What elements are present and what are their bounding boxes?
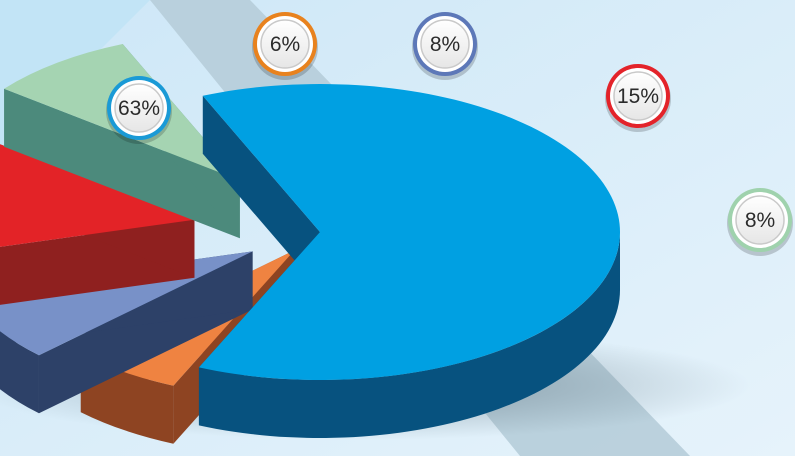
pie-slice-1 [198, 84, 621, 438]
pie-slice-rim [198, 232, 621, 438]
labels-layer: 63% 6% 8% 15% 8% [106, 12, 793, 256]
slice-label-badge [260, 19, 310, 69]
pie-slice-rim [0, 331, 39, 414]
pie-slice-top [198, 84, 621, 381]
pie-slice-side-face [202, 95, 320, 290]
slice-label-3: 8% [412, 12, 478, 80]
slice-label-text: 6% [270, 33, 300, 56]
pie-slice-top [0, 144, 195, 247]
slice-label-badge [114, 83, 164, 133]
pie-slice-4 [0, 144, 195, 305]
slice-label-text: 8% [430, 33, 460, 56]
slice-label-badge [735, 195, 785, 245]
slice-label-text: 8% [745, 209, 775, 232]
slice-label-5: 8% [727, 188, 793, 256]
slices-layer [0, 44, 621, 444]
slice-label-text: 15% [617, 85, 659, 108]
slice-label-badge [420, 19, 470, 69]
pie-slice-side-face [4, 88, 240, 239]
slice-label-badge [613, 71, 663, 121]
slice-label-4: 15% [605, 64, 671, 132]
slice-label-text: 63% [118, 97, 160, 120]
slice-label-1: 63% [106, 76, 172, 144]
slice-label-2: 6% [252, 12, 318, 80]
